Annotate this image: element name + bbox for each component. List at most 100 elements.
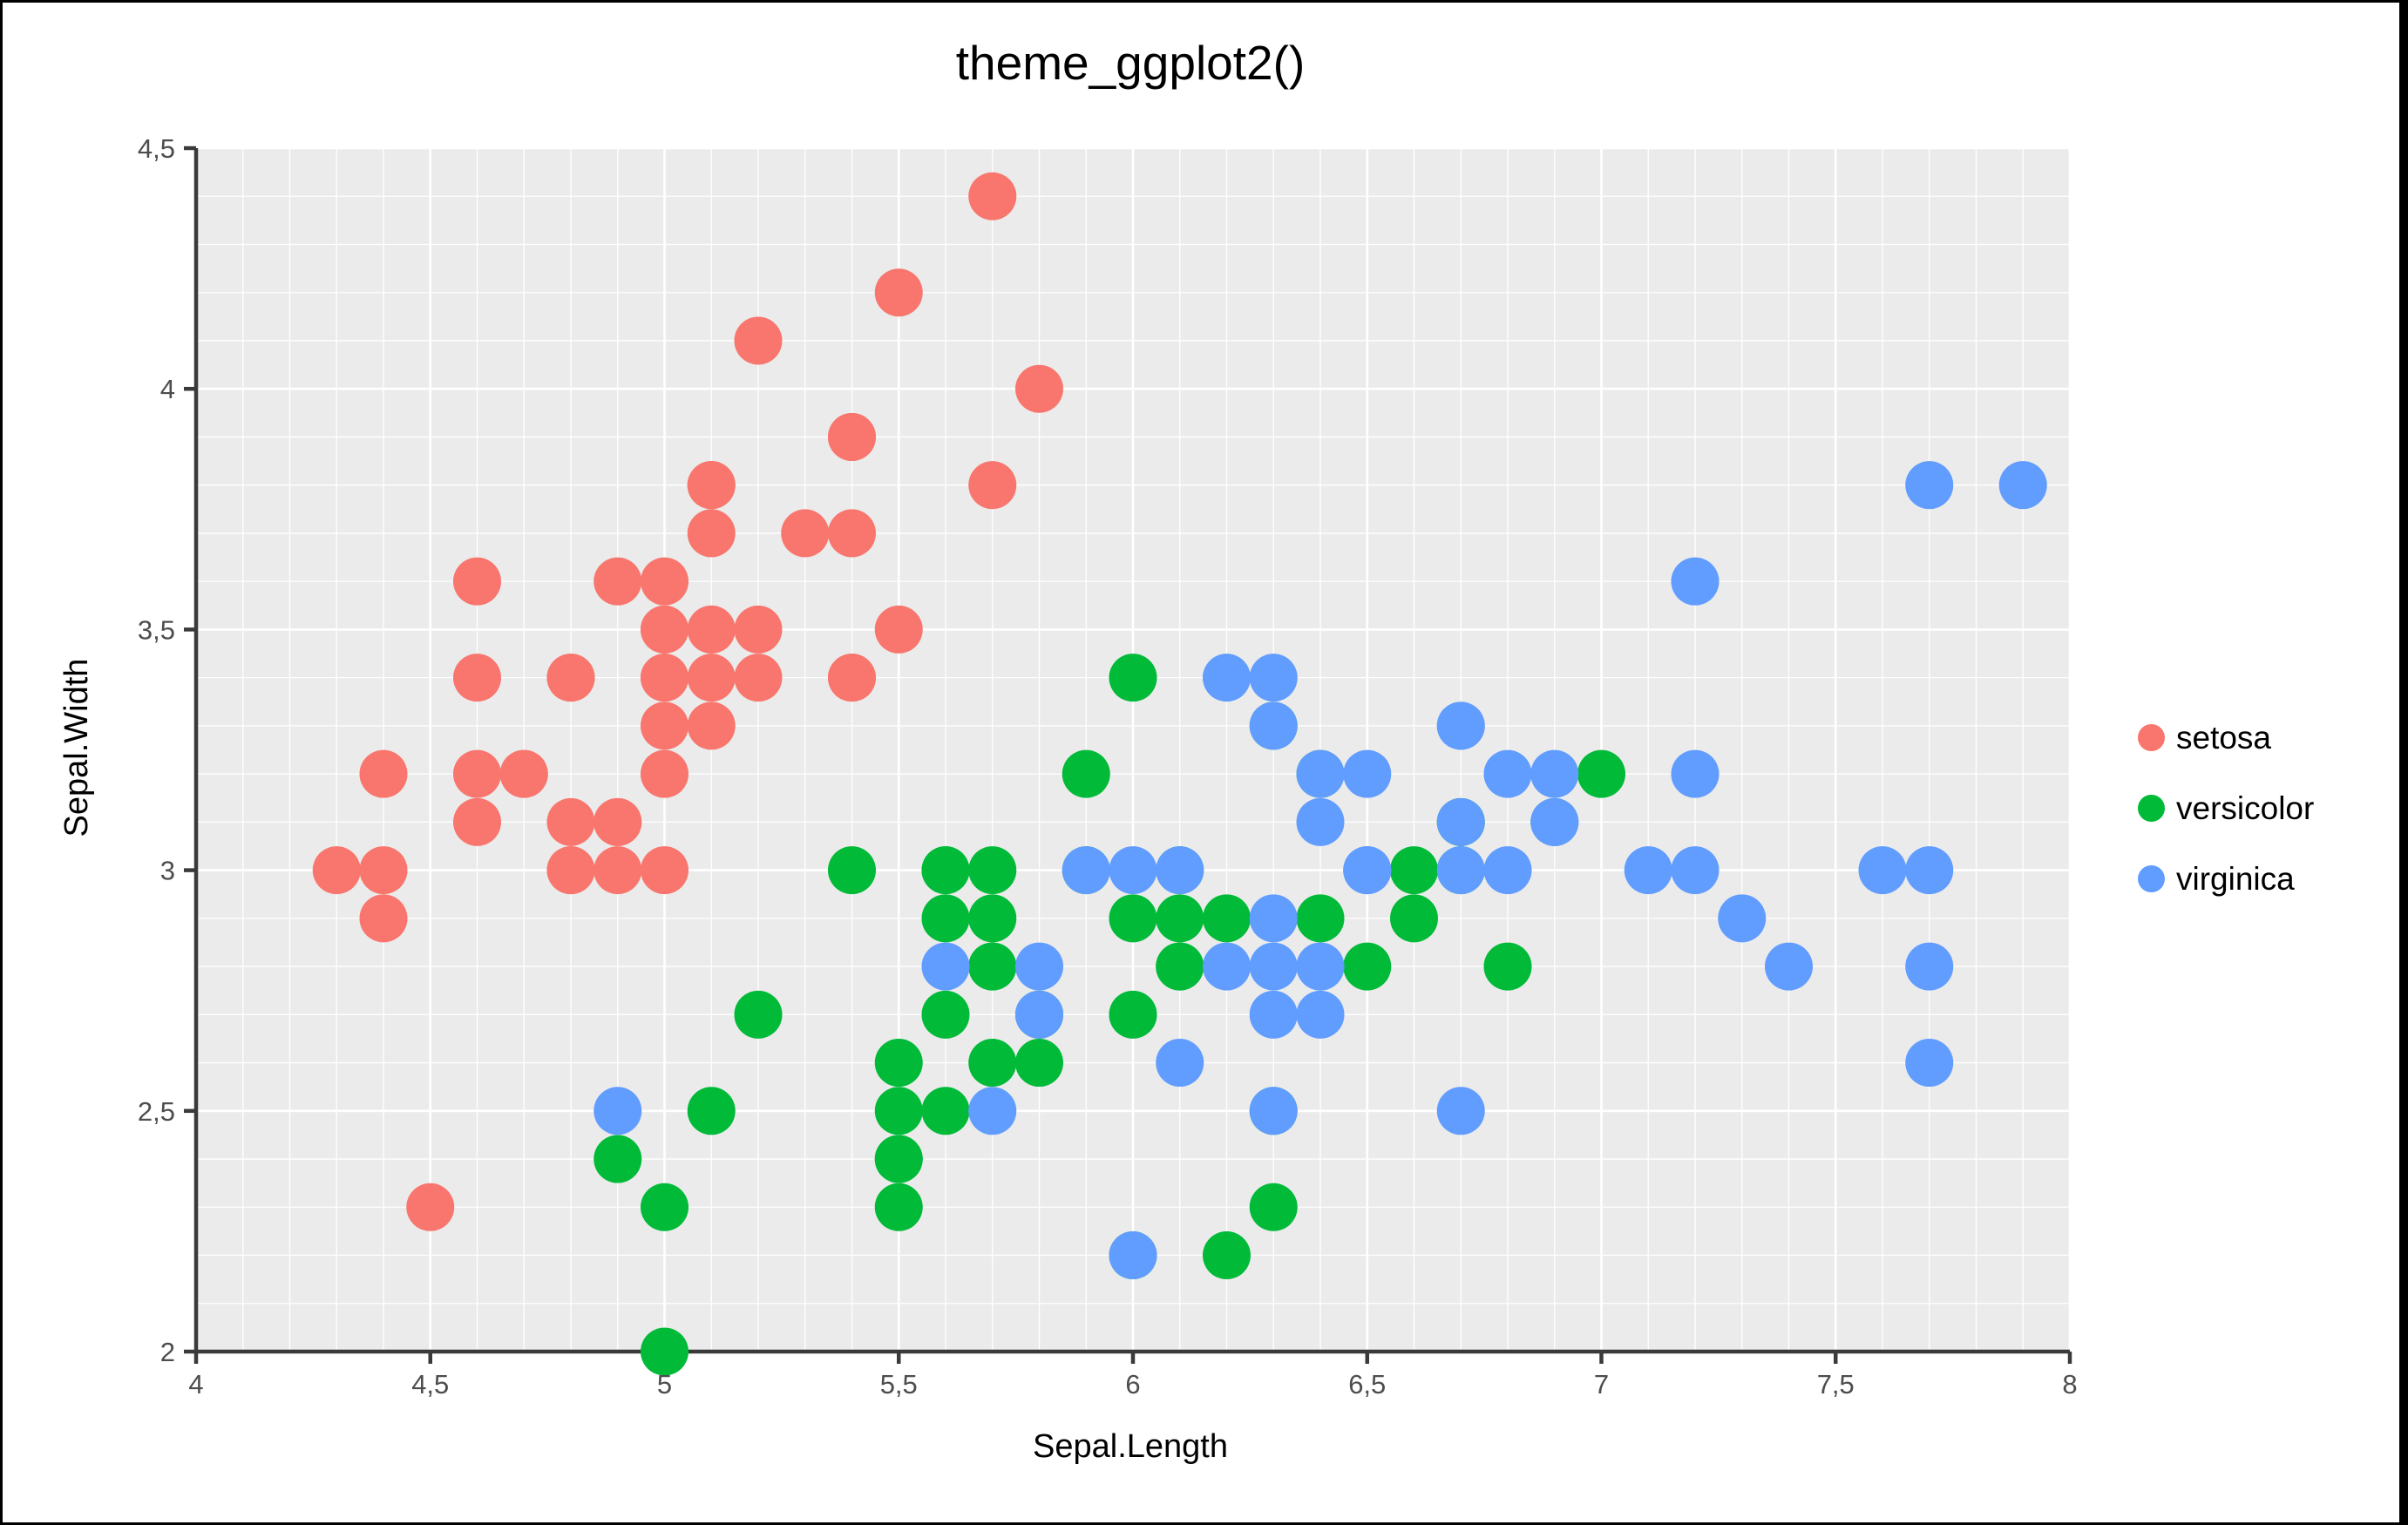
data-point: [546, 654, 595, 702]
data-point: [1905, 461, 1954, 510]
data-point: [453, 654, 501, 702]
data-point: [1109, 1231, 1157, 1280]
data-point: [687, 654, 736, 702]
data-point: [968, 894, 1017, 943]
data-point: [312, 846, 361, 895]
x-tick-label: 4: [188, 1369, 203, 1400]
x-tick-label: 5,5: [880, 1369, 918, 1400]
data-point: [594, 557, 642, 606]
data-point: [734, 654, 783, 702]
data-point: [1203, 654, 1251, 702]
data-point: [734, 605, 783, 654]
legend-label: virginica: [2176, 861, 2295, 897]
data-point: [874, 1087, 923, 1135]
chart-title: theme_ggplot2(): [955, 36, 1306, 90]
data-point: [594, 797, 642, 846]
data-point: [687, 461, 736, 510]
data-point: [781, 509, 830, 558]
data-point: [968, 942, 1017, 991]
data-point: [828, 412, 876, 461]
legend-label: setosa: [2176, 720, 2272, 756]
data-point: [1249, 1183, 1298, 1231]
data-point: [594, 1135, 642, 1183]
data-point: [594, 846, 642, 895]
data-point: [968, 172, 1017, 220]
data-point: [1436, 846, 1485, 895]
data-point: [968, 846, 1017, 895]
data-point: [1296, 894, 1345, 943]
data-point: [1109, 846, 1157, 895]
data-point: [921, 846, 970, 895]
data-point: [968, 1087, 1017, 1135]
data-point: [1765, 942, 1813, 991]
y-tick-label: 3: [160, 856, 175, 886]
data-point: [1296, 990, 1345, 1039]
legend-label: versicolor: [2176, 790, 2315, 826]
data-point: [453, 557, 501, 606]
data-point: [1530, 797, 1579, 846]
data-point: [1109, 990, 1157, 1039]
data-point: [1624, 846, 1672, 895]
data-point: [546, 846, 595, 895]
y-tick-label: 2,5: [138, 1096, 175, 1127]
data-point: [734, 316, 783, 365]
data-point: [874, 268, 923, 317]
data-point: [1249, 894, 1298, 943]
y-tick-label: 3,5: [138, 614, 175, 645]
data-point: [1483, 749, 1532, 798]
data-point: [1483, 942, 1532, 991]
data-point: [1249, 702, 1298, 750]
x-tick-label: 6,5: [1348, 1369, 1386, 1400]
data-point: [828, 654, 876, 702]
data-point: [641, 749, 688, 798]
legend-marker-virginica: [2138, 865, 2165, 892]
x-tick-label: 4,5: [411, 1369, 449, 1400]
data-point: [1203, 1231, 1251, 1280]
data-point: [874, 1135, 923, 1183]
data-point: [1436, 1087, 1485, 1135]
data-point: [921, 990, 970, 1039]
data-point: [359, 749, 408, 798]
data-point: [687, 509, 736, 558]
data-point: [1671, 557, 1720, 606]
legend-marker-setosa: [2138, 724, 2165, 751]
plot-svg: 4 4,5 5 5,5 6 6,5 7 7,5 8 2 2,5 3 3,5 4 4,5: [138, 133, 2078, 1400]
data-point: [1249, 1087, 1298, 1135]
data-point: [1296, 797, 1345, 846]
data-point: [641, 605, 688, 654]
data-point: [874, 1183, 923, 1231]
data-point: [594, 1087, 642, 1135]
data-point: [968, 1039, 1017, 1088]
data-point: [1343, 942, 1392, 991]
data-point: [546, 797, 595, 846]
y-tick-label: 4,5: [138, 133, 175, 164]
x-tick-label: 5: [657, 1369, 672, 1400]
data-point: [1530, 749, 1579, 798]
data-point: [687, 702, 736, 750]
data-point: [1296, 942, 1345, 991]
x-tick-label: 6: [1125, 1369, 1140, 1400]
data-point: [1156, 894, 1204, 943]
data-point: [641, 654, 688, 702]
x-tick-label: 8: [2062, 1369, 2077, 1400]
data-point: [921, 1087, 970, 1135]
x-tick-label: 7,5: [1817, 1369, 1855, 1400]
data-point: [1249, 942, 1298, 991]
legend-marker-versicolor: [2138, 795, 2165, 822]
data-point: [1296, 749, 1345, 798]
data-point: [1156, 846, 1204, 895]
data-point: [359, 846, 408, 895]
data-point: [1156, 1039, 1204, 1088]
data-point: [1203, 894, 1251, 943]
legend-item: versicolor: [2138, 773, 2314, 844]
data-point: [1436, 702, 1485, 750]
data-point: [499, 749, 548, 798]
data-point: [1343, 846, 1392, 895]
data-point: [968, 461, 1017, 510]
data-point: [359, 894, 408, 943]
data-point: [1671, 749, 1720, 798]
data-point: [687, 1087, 736, 1135]
data-point: [874, 605, 923, 654]
data-point: [1390, 846, 1438, 895]
data-point: [1905, 1039, 1954, 1088]
